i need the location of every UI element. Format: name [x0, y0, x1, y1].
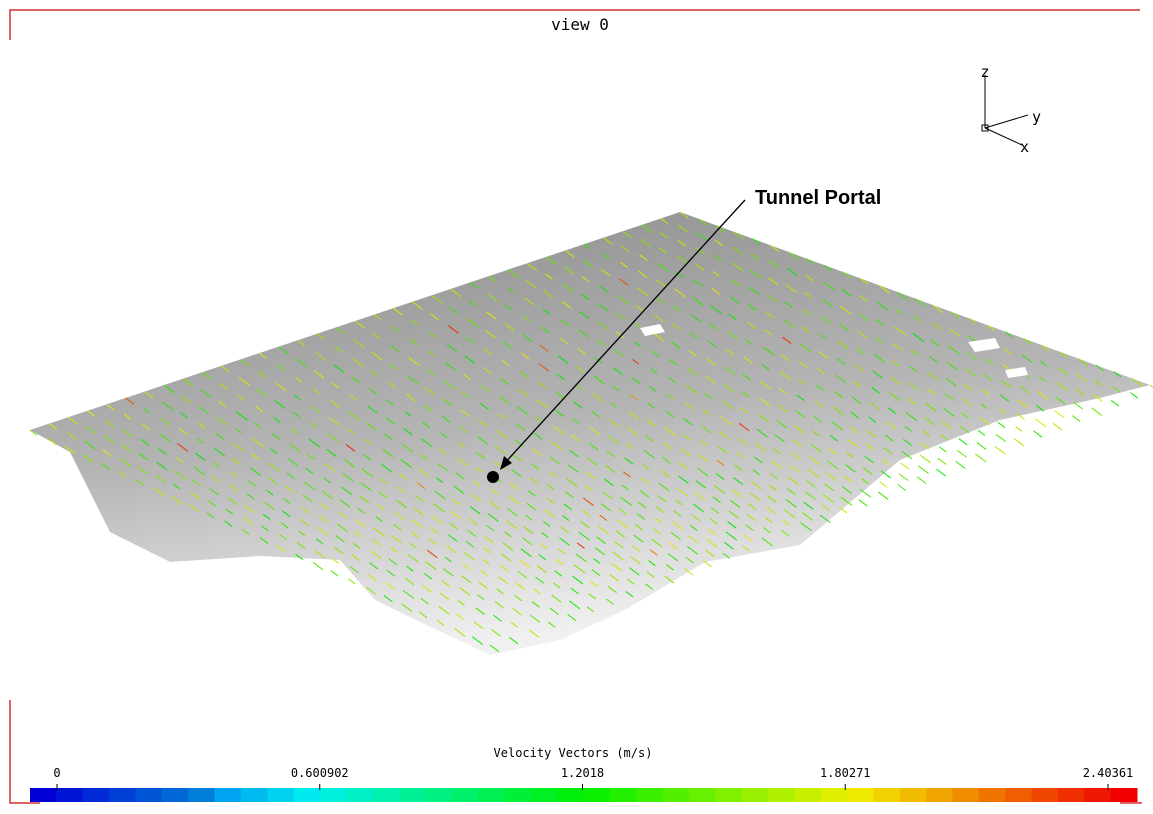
page: view 0 z y x Tunnel Portal Velocity Vect…	[0, 0, 1153, 814]
colorbar-swatch	[979, 788, 1006, 802]
colorbar-swatch	[294, 788, 321, 802]
colorbar-swatch	[610, 788, 637, 802]
colorbar-swatch	[663, 788, 690, 802]
colorbar-swatch	[557, 788, 584, 802]
colorbar-swatch	[83, 788, 110, 802]
colorbar-swatch	[1005, 788, 1032, 802]
colorbar-swatch	[689, 788, 716, 802]
colorbar-swatch	[267, 788, 294, 802]
colorbar-swatch	[425, 788, 452, 802]
colorbar-swatch	[162, 788, 189, 802]
colorbar-title: Velocity Vectors (m/s)	[494, 746, 653, 760]
view-title: view 0	[551, 15, 609, 34]
colorbar-swatch	[241, 788, 268, 802]
colorbar-swatch	[1058, 788, 1085, 802]
colorbar-swatch	[215, 788, 242, 802]
colorbar-swatch	[135, 788, 162, 802]
colorbar-swatch	[320, 788, 347, 802]
colorbar-swatch	[504, 788, 531, 802]
colorbar-swatch	[715, 788, 742, 802]
colorbar-swatch	[794, 788, 821, 802]
y-label: y	[1032, 108, 1041, 126]
portal-marker	[487, 471, 499, 483]
colorbar-swatch	[452, 788, 479, 802]
colorbar-swatch	[56, 788, 83, 802]
colorbar-swatch	[531, 788, 558, 802]
colorbar-swatch	[30, 788, 57, 802]
colorbar-swatch	[900, 788, 927, 802]
colorbar-swatch	[399, 788, 426, 802]
z-label: z	[980, 63, 989, 81]
colorbar-swatch	[847, 788, 874, 802]
colorbar-swatch	[109, 788, 136, 802]
colorbar-swatch	[478, 788, 505, 802]
colorbar-swatch	[636, 788, 663, 802]
colorbar-swatch	[742, 788, 769, 802]
colorbar-swatch	[768, 788, 795, 802]
colorbar-swatch	[584, 788, 611, 802]
colorbar-tick-label: 1.80271	[820, 766, 871, 780]
colorbar-tick-label: 2.40361	[1083, 766, 1134, 780]
colorbar-swatch	[821, 788, 848, 802]
colorbar-swatch	[953, 788, 980, 802]
colorbar-swatch	[373, 788, 400, 802]
colorbar-swatch	[1084, 788, 1111, 802]
colorbar-swatch	[1111, 788, 1138, 802]
colorbar-swatch	[188, 788, 215, 802]
colorbar-swatch	[873, 788, 900, 802]
colorbar-tick-label: 0.600902	[291, 766, 349, 780]
colorbar-swatch	[346, 788, 373, 802]
colorbar-swatch	[926, 788, 953, 802]
colorbar-swatch	[1032, 788, 1059, 802]
viewport: view 0 z y x Tunnel Portal Velocity Vect…	[0, 0, 1153, 814]
colorbar-tick-label: 0	[53, 766, 60, 780]
annotation-label: Tunnel Portal	[755, 187, 881, 209]
colorbar-tick-label: 1.2018	[561, 766, 604, 780]
x-label: x	[1020, 138, 1029, 156]
